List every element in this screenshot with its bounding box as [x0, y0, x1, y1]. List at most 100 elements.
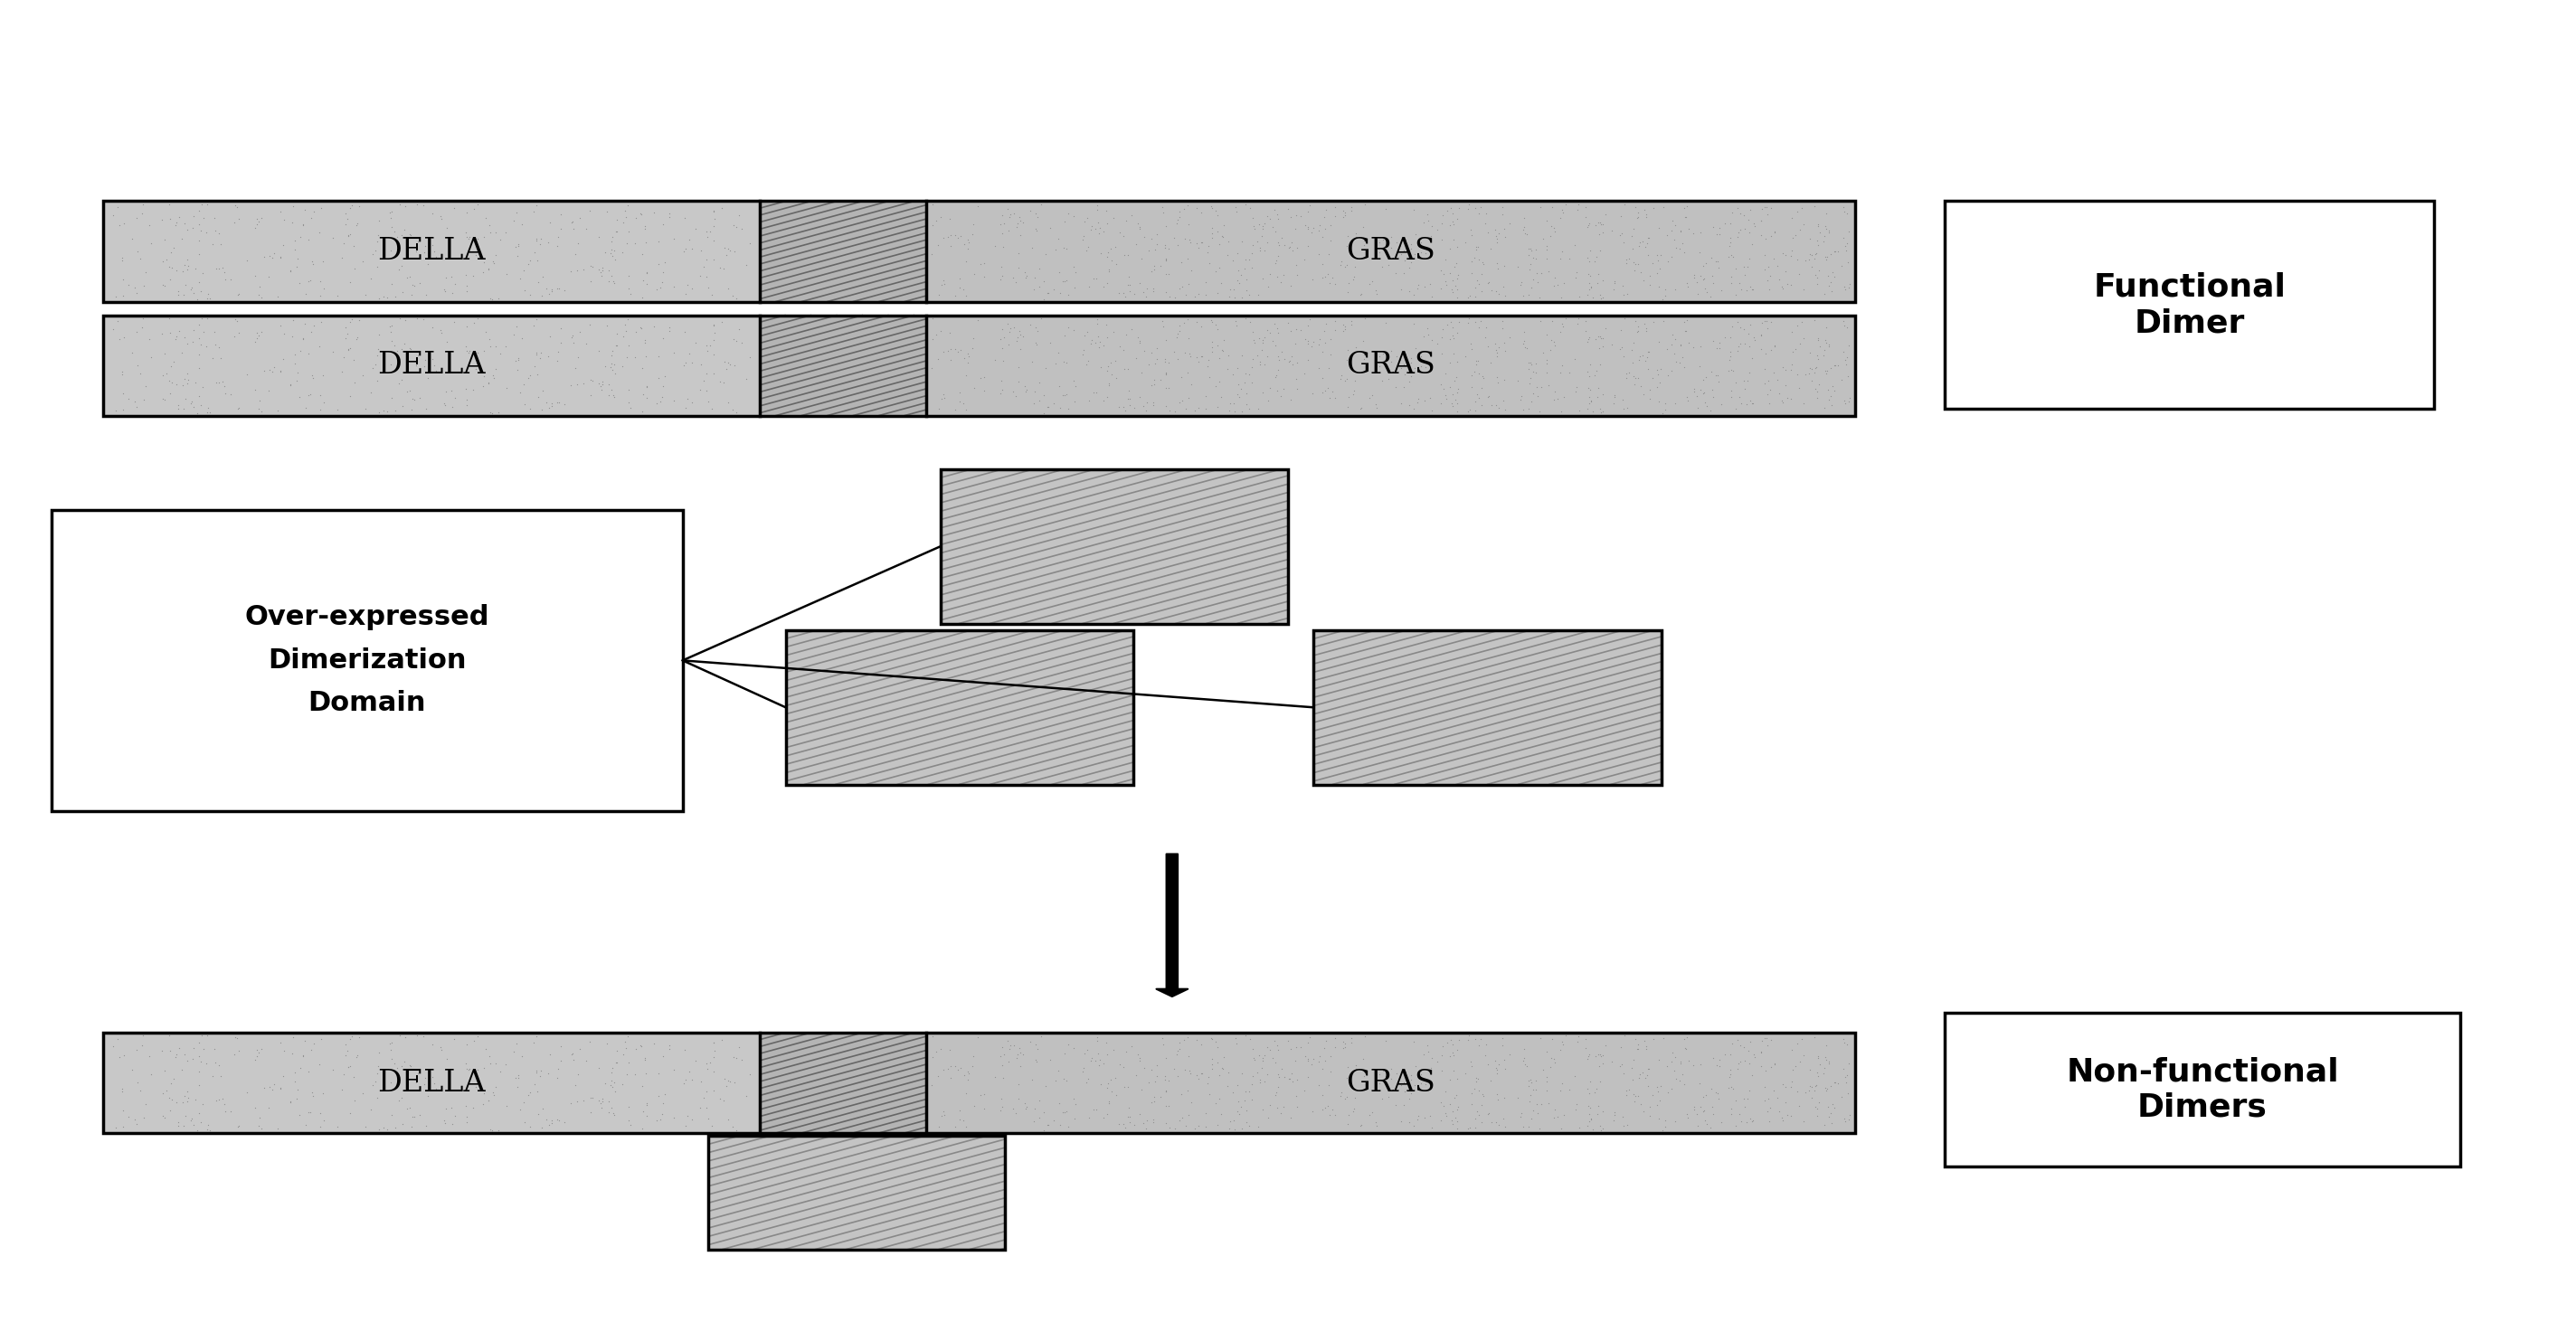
Point	[1141, 1027, 1182, 1049]
Bar	[786, 630, 1133, 784]
Point	[1087, 241, 1128, 263]
Point	[1162, 366, 1203, 388]
Point	[1783, 393, 1824, 414]
Point	[1193, 227, 1234, 248]
Point	[448, 228, 489, 249]
Point	[1048, 316, 1090, 338]
Point	[513, 1033, 554, 1054]
Point	[283, 327, 325, 349]
Point	[170, 1109, 211, 1130]
Point	[912, 1074, 953, 1096]
Point	[1018, 1038, 1059, 1059]
Point	[1798, 1092, 1839, 1113]
Point	[301, 365, 343, 386]
Point	[1332, 310, 1373, 331]
Point	[1046, 239, 1087, 260]
Point	[1721, 316, 1762, 338]
Point	[1558, 308, 1600, 330]
Point	[981, 370, 1023, 392]
Point	[142, 365, 183, 386]
Point	[1288, 201, 1329, 223]
Point	[1744, 1059, 1785, 1081]
Point	[714, 215, 755, 236]
Point	[1582, 1045, 1623, 1066]
Point	[1334, 256, 1376, 278]
Point	[157, 326, 198, 347]
Point	[1141, 1034, 1182, 1055]
Point	[1043, 1067, 1084, 1089]
Point	[1177, 311, 1218, 333]
Point	[165, 1105, 206, 1126]
Point	[1430, 261, 1471, 283]
Point	[1522, 228, 1564, 249]
Point	[592, 245, 634, 267]
Point	[989, 1038, 1030, 1059]
Point	[477, 402, 518, 424]
Point	[1821, 1058, 1862, 1080]
Point	[1762, 1109, 1803, 1130]
Point	[1401, 241, 1443, 263]
Point	[541, 204, 582, 225]
Point	[1824, 235, 1865, 256]
Point	[1569, 393, 1610, 414]
Point	[1028, 397, 1069, 418]
Point	[1754, 1053, 1795, 1074]
Point	[1744, 1090, 1785, 1112]
Point	[188, 193, 229, 215]
Point	[1728, 335, 1770, 357]
Point	[1829, 1105, 1870, 1126]
Point	[1795, 358, 1837, 380]
Point	[1043, 211, 1084, 232]
Point	[1077, 1043, 1118, 1065]
Point	[281, 227, 322, 248]
Point	[1376, 1063, 1417, 1085]
Point	[1525, 1041, 1566, 1062]
Point	[1713, 1078, 1754, 1100]
Point	[1780, 334, 1821, 355]
Point	[1535, 389, 1577, 410]
Point	[404, 241, 446, 263]
Point	[392, 398, 433, 420]
Point	[1826, 316, 1868, 338]
Point	[384, 334, 425, 355]
Point	[1667, 1027, 1708, 1049]
Point	[626, 1094, 667, 1116]
Point	[1600, 224, 1641, 245]
Point	[1481, 196, 1522, 217]
Point	[611, 1114, 652, 1136]
Point	[1775, 1055, 1816, 1077]
Point	[935, 224, 976, 245]
Point	[234, 1049, 276, 1070]
Point	[1242, 381, 1283, 402]
Point	[1298, 215, 1340, 236]
Point	[1383, 1094, 1425, 1116]
Point	[270, 373, 312, 394]
Point	[708, 354, 750, 375]
Point	[335, 1090, 376, 1112]
Point	[569, 255, 611, 276]
Point	[1677, 385, 1718, 406]
Point	[1533, 381, 1574, 402]
Point	[1455, 384, 1497, 405]
Point	[693, 314, 734, 335]
Point	[1579, 1071, 1620, 1093]
Point	[605, 200, 647, 221]
Point	[1633, 367, 1674, 389]
Point	[1484, 276, 1525, 298]
Point	[1798, 221, 1839, 243]
Point	[1288, 330, 1329, 351]
Point	[1476, 228, 1517, 249]
Point	[1229, 284, 1270, 306]
Point	[605, 232, 647, 253]
Point	[1291, 1054, 1332, 1075]
Point	[425, 217, 466, 239]
Point	[1510, 390, 1551, 412]
Point	[1133, 353, 1175, 374]
Point	[1092, 1081, 1133, 1102]
Point	[381, 338, 422, 359]
Point	[1651, 211, 1692, 232]
Point	[1185, 385, 1226, 406]
Point	[1826, 354, 1868, 375]
Point	[930, 236, 971, 257]
Point	[425, 1049, 466, 1070]
